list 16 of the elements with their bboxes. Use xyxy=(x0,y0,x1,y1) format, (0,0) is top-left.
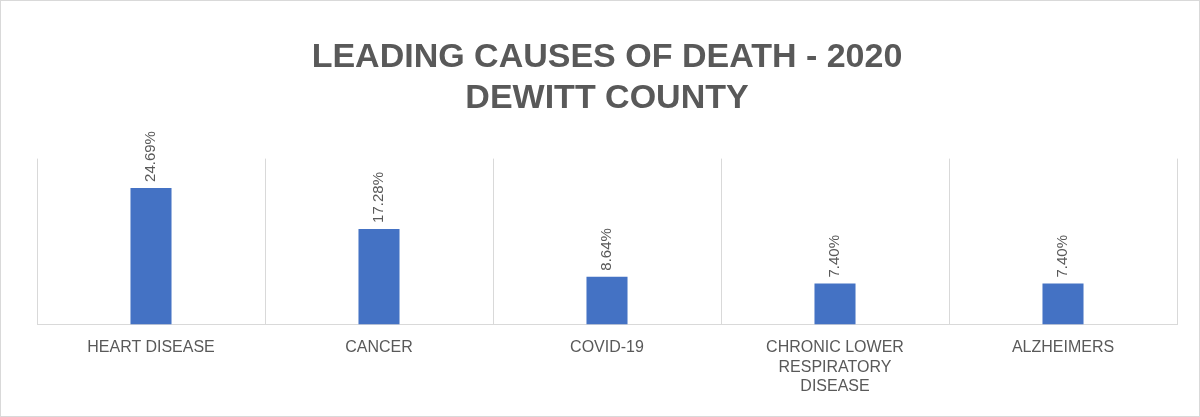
x-tick-label: CANCER xyxy=(345,338,413,356)
x-tick-label: HEART DISEASE xyxy=(87,338,215,356)
data-label: 8.64% xyxy=(597,228,615,271)
bar xyxy=(358,228,400,325)
data-label: 7.40% xyxy=(1053,234,1071,278)
x-tick-label: CHRONIC LOWER RESPIRATORY DISEASE xyxy=(766,338,904,394)
data-label: 17.28% xyxy=(369,172,387,223)
bar xyxy=(814,283,856,325)
bar xyxy=(586,276,628,325)
data-label: 24.69% xyxy=(141,131,159,182)
x-tick-label: COVID-19 xyxy=(570,338,644,356)
chart-title: LEADING CAUSES OF DEATH - 2020 DEWITT COUNTY xyxy=(311,35,903,115)
x-tick-label: ALZHEIMERS xyxy=(1011,338,1115,356)
bar xyxy=(130,187,172,325)
data-label: 7.40% xyxy=(825,234,843,278)
bar xyxy=(1042,283,1084,325)
